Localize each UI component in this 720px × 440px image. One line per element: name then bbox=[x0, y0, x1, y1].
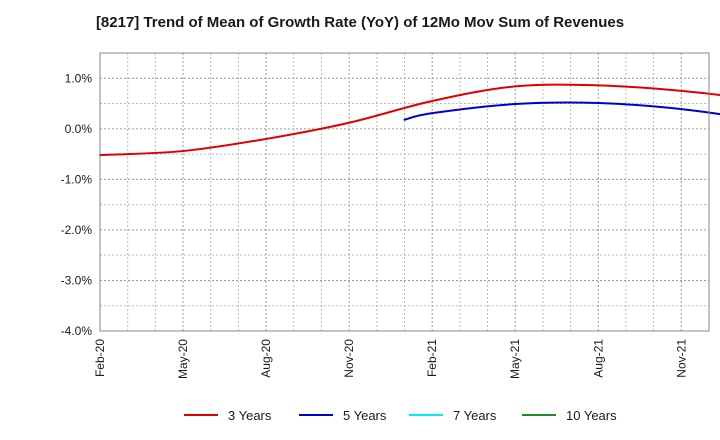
y-tick-label: -3.0% bbox=[61, 273, 93, 287]
y-tick-label: 1.0% bbox=[65, 71, 93, 85]
legend-item-5-years: 5 Years bbox=[299, 404, 386, 426]
legend-swatch-5-years bbox=[299, 414, 333, 416]
grid-layer bbox=[100, 53, 709, 331]
y-tick-label: -2.0% bbox=[61, 223, 93, 237]
series-line-5-years bbox=[403, 101, 720, 121]
x-tick-label: Feb-21 bbox=[425, 339, 439, 377]
x-tick-label: Nov-20 bbox=[342, 339, 356, 378]
legend-swatch-3-years bbox=[184, 414, 218, 416]
plot-area-border bbox=[99, 52, 710, 332]
legend-item-3-years: 3 Years bbox=[184, 404, 271, 426]
legend-swatch-7-years bbox=[409, 414, 443, 416]
x-tick-label: Aug-20 bbox=[259, 339, 273, 378]
chart-title: [8217] Trend of Mean of Growth Rate (YoY… bbox=[95, 14, 625, 31]
plot-area-background bbox=[100, 53, 709, 331]
legend-item-10-years: 10 Years bbox=[522, 404, 617, 426]
legend-label-3-years: 3 Years bbox=[228, 407, 272, 423]
legend-label-7-years: 7 Years bbox=[453, 407, 497, 423]
x-tick-label: Nov-21 bbox=[674, 339, 688, 378]
x-tick-label: May-21 bbox=[508, 339, 522, 379]
legend-item-7-years: 7 Years bbox=[409, 404, 496, 426]
x-tick-label: Aug-21 bbox=[591, 339, 605, 378]
x-axis: Feb-20 May-20 Aug-20 Nov-20 Feb-21 May-21 Aug-… bbox=[93, 339, 688, 379]
x-tick-label: Feb-20 bbox=[93, 339, 107, 377]
y-tick-label: -1.0% bbox=[61, 172, 93, 186]
series-line-3-years bbox=[99, 83, 720, 157]
y-tick-label: 0.0% bbox=[65, 122, 93, 136]
y-axis: 1.0% 0.0% -1.0% -2.0% -3.0% -4.0% bbox=[61, 71, 93, 338]
legend: 3 Years 5 Years 7 Years 10 Years bbox=[0, 404, 720, 426]
legend-label-5-years: 5 Years bbox=[343, 407, 387, 423]
legend-swatch-10-years bbox=[522, 414, 556, 416]
series-layer bbox=[99, 83, 720, 157]
y-tick-label: -4.0% bbox=[61, 324, 93, 338]
x-tick-label: May-20 bbox=[176, 339, 190, 379]
legend-label-10-years: 10 Years bbox=[566, 407, 617, 423]
